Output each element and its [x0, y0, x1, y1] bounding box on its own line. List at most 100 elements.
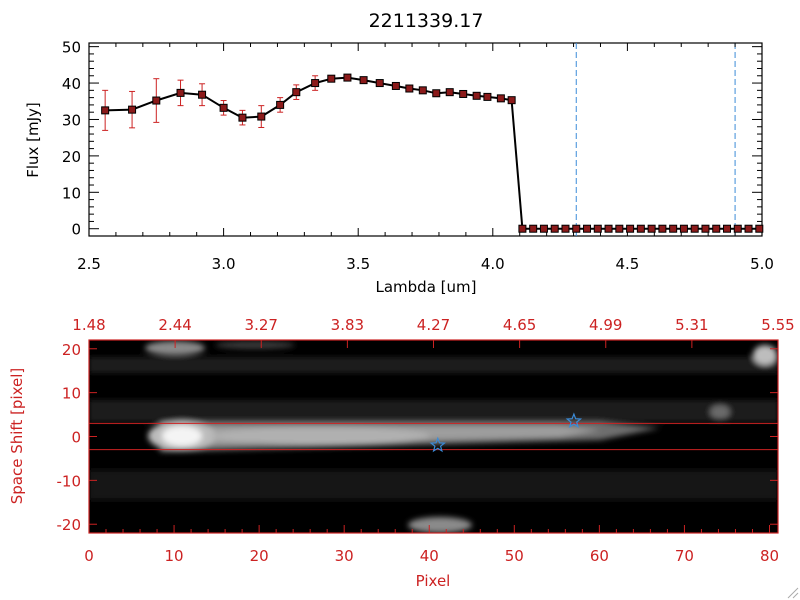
- data-point: [459, 89, 468, 98]
- data-point: [593, 224, 602, 233]
- data-point: [418, 86, 427, 95]
- spectral-image-plot: 0 10 20 30 40 50 60 70 80 1.48 2.44 3.27 3.83 4.27 4.6…: [8, 316, 795, 590]
- data-point: [327, 74, 336, 83]
- data-point: [733, 224, 742, 233]
- x-tick-label: 50: [505, 547, 524, 565]
- top-wavelength-tick-label: 4.27: [417, 316, 450, 334]
- data-point: [755, 224, 764, 233]
- y-tick-label: 0: [71, 221, 81, 239]
- spectral-image-axis-ticks: 0 10 20 30 40 50 60 70 80 1.48 2.44 3.27 3.83 4.27 4.6…: [57, 316, 795, 565]
- data-point: [636, 224, 645, 233]
- data-point: [744, 224, 753, 233]
- data-point: [529, 224, 538, 233]
- data-point: [690, 224, 699, 233]
- y-tick-label: 20: [62, 148, 81, 166]
- data-point: [583, 224, 592, 233]
- spectrum-plot-frame: [88, 42, 763, 237]
- data-point: [257, 112, 266, 121]
- x-axis-label-lambda: Lambda [um]: [376, 278, 477, 296]
- data-point: [615, 224, 624, 233]
- data-point: [669, 224, 678, 233]
- data-point: [445, 88, 454, 97]
- data-point: [483, 92, 492, 101]
- error-bars: [102, 75, 319, 131]
- data-point: [647, 224, 656, 233]
- data-point: [518, 224, 527, 233]
- data-point: [701, 224, 710, 233]
- data-point: [375, 79, 384, 88]
- y-tick-label: 10: [62, 184, 81, 202]
- data-point: [723, 224, 732, 233]
- x-tick-label: 2.5: [77, 255, 101, 273]
- x-tick-label: 40: [420, 547, 439, 565]
- data-point: [626, 224, 635, 233]
- x-tick-label: 5.0: [750, 255, 774, 273]
- x-tick-label: 10: [165, 547, 184, 565]
- data-point: [101, 106, 110, 115]
- data-point: [658, 224, 667, 233]
- x-tick-label: 0: [84, 547, 94, 565]
- data-point: [496, 94, 505, 103]
- data-point: [359, 76, 368, 85]
- y-tick-label: 40: [62, 75, 81, 93]
- data-point: [391, 81, 400, 90]
- data-point: [128, 105, 137, 114]
- top-wavelength-tick-label: 1.48: [72, 316, 105, 334]
- flux-series-line: [105, 76, 760, 230]
- top-wavelength-tick-label: 4.65: [503, 316, 536, 334]
- y-tick-label: 50: [62, 39, 81, 57]
- data-point: [152, 96, 161, 105]
- x-tick-label: 20: [250, 547, 269, 565]
- y-axis-label-flux: Flux [mJy]: [24, 102, 42, 178]
- top-wavelength-tick-label: 3.27: [245, 316, 278, 334]
- spectrum-axis-ticks: 2.5 3.0 3.5 4.0 4.5 5.0 0 10 20 30 40 50: [62, 39, 774, 273]
- chart-title: 2211339.17: [369, 10, 484, 32]
- data-point: [219, 103, 228, 112]
- data-point: [276, 100, 285, 109]
- top-wavelength-tick-label: 5.31: [675, 316, 708, 334]
- spectrum-plot: 2211339.17 2.5 3.0 3.5 4.0 4.5 5.0 0 10 20 30 40 50…: [24, 10, 774, 296]
- data-point: [507, 96, 516, 105]
- data-point: [561, 224, 570, 233]
- y-tick-label: -10: [57, 472, 82, 490]
- position-markers: [429, 412, 583, 453]
- y-tick-label: 0: [71, 429, 81, 447]
- x-tick-label: 3.5: [346, 255, 370, 273]
- data-point: [604, 224, 613, 233]
- y-tick-label: 30: [62, 111, 81, 129]
- y-tick-label: -20: [57, 516, 82, 534]
- data-point: [432, 89, 441, 98]
- x-tick-label: 70: [675, 547, 694, 565]
- data-point: [712, 224, 721, 233]
- top-wavelength-tick-label: 3.83: [331, 316, 364, 334]
- top-wavelength-tick-label: 4.99: [589, 316, 622, 334]
- x-tick-label: 80: [760, 547, 779, 565]
- data-point: [176, 88, 185, 97]
- data-point: [472, 91, 481, 100]
- data-point: [198, 90, 207, 99]
- x-tick-label: 4.0: [481, 255, 505, 273]
- x-tick-label: 4.5: [615, 255, 639, 273]
- x-tick-label: 60: [590, 547, 609, 565]
- x-axis-label-pixel: Pixel: [416, 572, 451, 590]
- star-marker-icon: [565, 412, 583, 429]
- y-tick-label: 20: [62, 341, 81, 359]
- x-tick-label: 30: [335, 547, 354, 565]
- data-point: [679, 224, 688, 233]
- data-point: [311, 79, 320, 88]
- y-tick-label: 10: [62, 385, 81, 403]
- data-point: [539, 224, 548, 233]
- resize-grip-icon[interactable]: [787, 587, 799, 599]
- flux-series-markers: [101, 73, 764, 233]
- data-point: [343, 73, 352, 82]
- spectral-image: [89, 340, 778, 533]
- star-marker-icon: [429, 436, 446, 453]
- data-point: [405, 84, 414, 93]
- data-point: [572, 224, 581, 233]
- top-wavelength-tick-label: 5.55: [761, 316, 794, 334]
- data-point: [550, 224, 559, 233]
- y-axis-label-space-shift: Space Shift [pixel]: [8, 368, 26, 505]
- data-point: [292, 88, 301, 97]
- top-wavelength-tick-label: 2.44: [158, 316, 191, 334]
